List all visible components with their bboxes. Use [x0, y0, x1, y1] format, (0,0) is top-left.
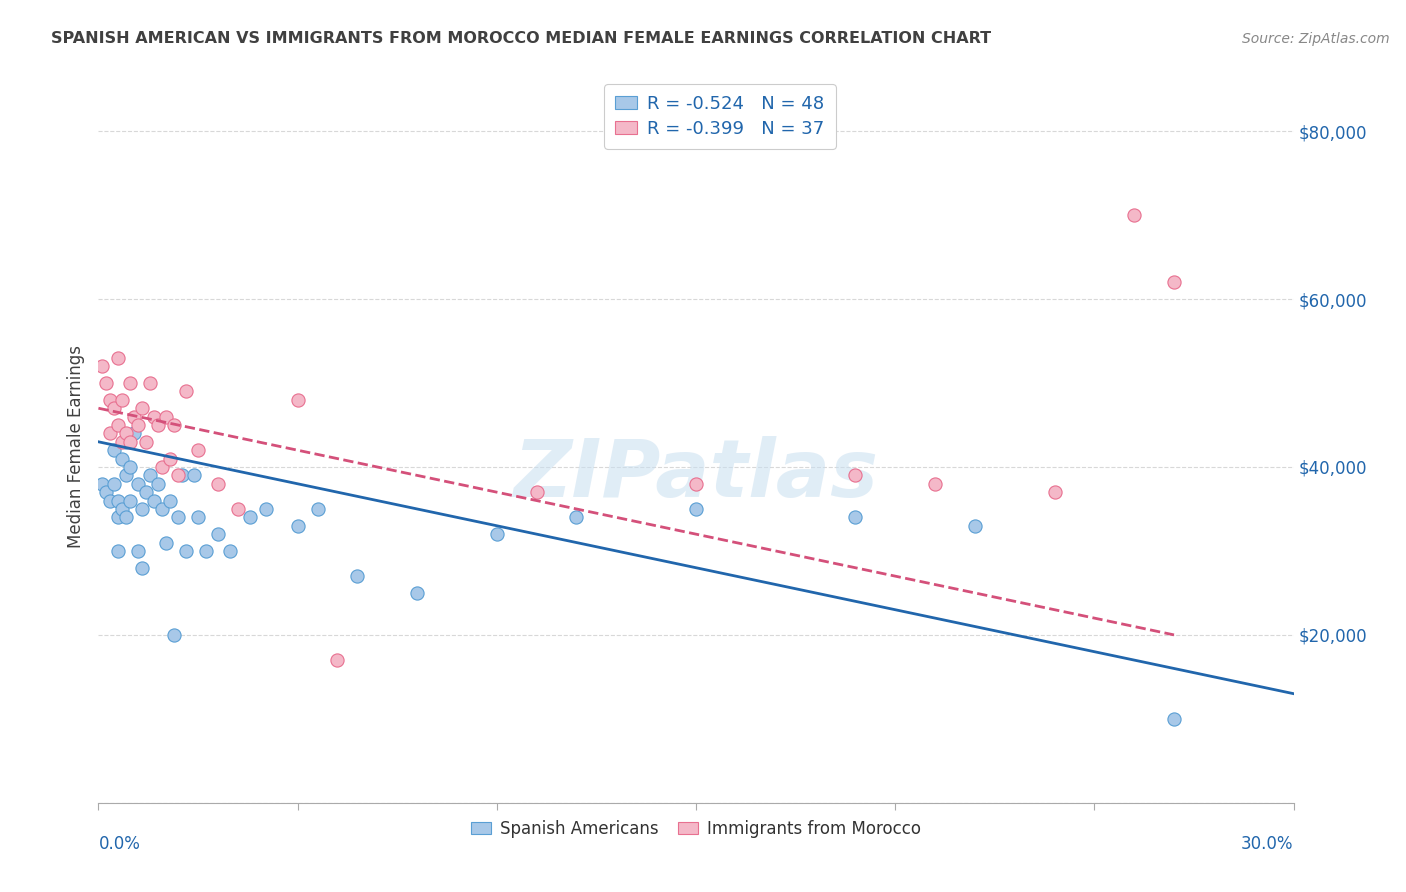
Point: [195, 544, 218, 558]
Point: [159, 493, 181, 508]
Point: [565, 510, 588, 524]
Point: [226, 502, 249, 516]
Point: [963, 518, 986, 533]
Point: [346, 569, 368, 583]
Point: [127, 417, 149, 432]
Point: [150, 502, 173, 516]
Point: [163, 628, 186, 642]
Text: Source: ZipAtlas.com: Source: ZipAtlas.com: [1241, 32, 1389, 46]
Point: [172, 468, 194, 483]
Point: [219, 544, 242, 558]
Point: [111, 392, 134, 407]
Text: 0.0%: 0.0%: [98, 835, 141, 853]
Point: [287, 392, 309, 407]
Point: [207, 476, 229, 491]
Point: [143, 409, 166, 424]
Point: [143, 493, 166, 508]
Point: [107, 510, 129, 524]
Point: [98, 426, 122, 441]
Point: [111, 451, 134, 466]
Point: [131, 560, 153, 574]
Text: SPANISH AMERICAN VS IMMIGRANTS FROM MOROCCO MEDIAN FEMALE EARNINGS CORRELATION C: SPANISH AMERICAN VS IMMIGRANTS FROM MORO…: [51, 31, 991, 46]
Y-axis label: Median Female Earnings: Median Female Earnings: [66, 344, 84, 548]
Point: [1163, 275, 1185, 289]
Point: [148, 417, 170, 432]
Point: [207, 527, 229, 541]
Point: [131, 502, 153, 516]
Point: [131, 401, 153, 416]
Point: [107, 351, 129, 365]
Point: [326, 653, 349, 667]
Point: [115, 426, 138, 441]
Point: [526, 485, 548, 500]
Text: 30.0%: 30.0%: [1241, 835, 1294, 853]
Point: [844, 510, 866, 524]
Point: [287, 518, 309, 533]
Point: [844, 468, 866, 483]
Point: [167, 510, 190, 524]
Legend: Spanish Americans, Immigrants from Morocco: Spanish Americans, Immigrants from Moroc…: [464, 814, 928, 845]
Point: [107, 417, 129, 432]
Point: [111, 502, 134, 516]
Text: ZIPatlas: ZIPatlas: [513, 435, 879, 514]
Point: [174, 384, 197, 399]
Point: [127, 544, 149, 558]
Point: [115, 510, 138, 524]
Point: [187, 510, 209, 524]
Point: [98, 392, 122, 407]
Point: [174, 544, 197, 558]
Point: [1163, 712, 1185, 726]
Point: [111, 434, 134, 449]
Point: [107, 544, 129, 558]
Point: [115, 434, 138, 449]
Point: [685, 476, 707, 491]
Point: [103, 476, 125, 491]
Point: [103, 443, 125, 458]
Point: [98, 493, 122, 508]
Point: [139, 376, 162, 390]
Point: [159, 451, 181, 466]
Point: [127, 476, 149, 491]
Point: [120, 460, 142, 475]
Point: [91, 476, 114, 491]
Point: [187, 443, 209, 458]
Point: [685, 502, 707, 516]
Point: [163, 417, 186, 432]
Point: [124, 409, 146, 424]
Point: [91, 359, 114, 374]
Point: [1123, 208, 1146, 222]
Point: [124, 426, 146, 441]
Point: [167, 468, 190, 483]
Point: [183, 468, 205, 483]
Point: [139, 468, 162, 483]
Point: [120, 376, 142, 390]
Point: [924, 476, 946, 491]
Point: [120, 434, 142, 449]
Point: [307, 502, 329, 516]
Point: [485, 527, 508, 541]
Point: [155, 409, 177, 424]
Point: [150, 460, 173, 475]
Point: [1043, 485, 1066, 500]
Point: [135, 485, 157, 500]
Point: [148, 476, 170, 491]
Point: [406, 586, 429, 600]
Point: [120, 493, 142, 508]
Point: [155, 535, 177, 549]
Point: [96, 376, 118, 390]
Point: [103, 401, 125, 416]
Point: [115, 468, 138, 483]
Point: [96, 485, 118, 500]
Point: [254, 502, 277, 516]
Point: [239, 510, 262, 524]
Point: [107, 493, 129, 508]
Point: [135, 434, 157, 449]
